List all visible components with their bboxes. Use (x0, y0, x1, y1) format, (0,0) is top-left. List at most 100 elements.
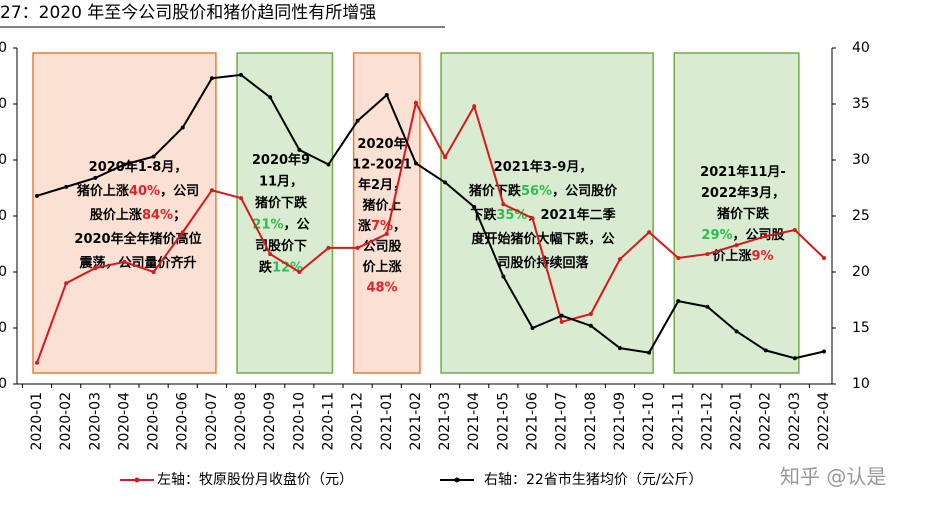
series-point (676, 256, 681, 260)
series-point (268, 95, 273, 100)
annotation-text: ，公司股价 (552, 184, 618, 199)
y-tick-label: 60 (0, 208, 7, 224)
x-tick-label: 2021-05 (495, 392, 511, 451)
series-point (180, 230, 185, 235)
series-point (443, 180, 448, 185)
series-point (384, 231, 389, 236)
legend-marker (454, 477, 460, 483)
series-point (209, 76, 214, 81)
x-tick-label: 2022-02 (758, 392, 774, 451)
series-point (647, 230, 652, 235)
x-tick-label: 2020-02 (58, 392, 74, 451)
annotation-text: 股价上涨 (90, 208, 142, 223)
x-tick-label: 2020-07 (204, 392, 220, 451)
annotation-line: 猪价下跌56%，公司股价 (468, 183, 618, 199)
x-tick-label: 2021-03 (437, 392, 453, 451)
legend-marker (134, 477, 140, 483)
x-tick-label: 2021-01 (379, 392, 395, 451)
series-point (559, 319, 564, 324)
series-point (588, 323, 593, 328)
x-tick-label: 2020-09 (262, 392, 278, 451)
annotation-text: 价上涨 (712, 249, 751, 264)
series-point (93, 175, 98, 180)
annotation-text: 2021年3-9月， (494, 159, 593, 175)
annotation-line: 猪价下跌 (254, 195, 308, 211)
annotation-text: 2020年9 (252, 152, 310, 168)
y-tick-label: 70 (0, 152, 7, 168)
x-tick-label: 2020-04 (116, 392, 132, 451)
x-tick-label: 2020-12 (350, 392, 366, 451)
annotation-line: 猪价上 (361, 197, 401, 213)
series-point (734, 329, 739, 334)
x-tick-label: 2021-12 (699, 392, 715, 451)
annotation-line: 年2月， (358, 177, 406, 193)
series-point (530, 326, 535, 330)
y2-tick-label: 35 (852, 96, 870, 112)
series-point (413, 100, 418, 105)
series-point (297, 270, 302, 274)
series-point (588, 312, 593, 316)
series-point (326, 245, 331, 250)
y2-tick-label: 20 (852, 264, 870, 280)
period-box (32, 52, 217, 374)
y-tick-label: 90 (0, 40, 7, 56)
annotation-text: ，公司股 (733, 228, 785, 243)
period-box (236, 52, 334, 374)
annotation-text: 11月， (259, 174, 303, 189)
series-point (35, 193, 39, 198)
annotation-text: ， (393, 219, 406, 234)
series-line (36, 73, 825, 360)
legend-label: 右轴：22省市生猪均价（元/公斤） (484, 471, 703, 488)
series-point (355, 118, 360, 123)
annotation-text: 84% (142, 208, 173, 223)
x-tick-label: 2021-07 (554, 392, 570, 451)
annotation-text: 猪价下跌 (254, 195, 308, 211)
series-point (763, 348, 768, 353)
annotation-text: 涨 (357, 219, 371, 234)
annotation-text: ，公 (284, 217, 310, 232)
annotation-text: 2020年 (357, 136, 406, 152)
annotation-text: ； (173, 208, 186, 223)
annotation-text: 40% (129, 184, 160, 199)
series-point (122, 162, 127, 167)
series-point (763, 234, 768, 239)
y-tick-label: 30 (0, 376, 7, 392)
annotation-line: 跌12% (259, 259, 303, 275)
series-point (734, 243, 739, 248)
annotation-line: 2021年3-9月， (494, 159, 593, 175)
series-point (180, 125, 185, 130)
x-tick-label: 2021-04 (466, 392, 482, 451)
series-point (617, 346, 622, 351)
series-point (122, 259, 127, 264)
x-tick-label: 2021-09 (612, 392, 628, 451)
series-point (64, 281, 69, 286)
annotation-line: 2020年全年猪价高位 (74, 231, 201, 247)
series-point (705, 304, 710, 309)
series-point (384, 93, 389, 98)
annotation-text: 猪价上 (361, 197, 401, 213)
x-tick-label: 2020-10 (291, 392, 307, 451)
annotation-text: 12-2021 (352, 157, 412, 172)
y2-tick-label: 25 (852, 208, 870, 224)
annotation-text: 司股价持续回落 (497, 255, 589, 271)
y2-tick-label: 40 (852, 40, 870, 56)
series-point (705, 252, 710, 257)
x-tick-label: 2021-08 (583, 392, 599, 451)
period-box (352, 52, 421, 374)
annotation-text: 2020年全年猪价高位 (74, 231, 201, 247)
series-point (209, 188, 214, 193)
y-tick-label: 80 (0, 96, 7, 112)
x-tick-label: 2020-03 (87, 392, 103, 451)
x-tick-label: 2020-08 (233, 392, 249, 451)
annotation-line: 度开始猪价大幅下跌，公 (471, 231, 614, 247)
series-point (792, 228, 797, 232)
series-point (617, 257, 622, 262)
series-point (559, 313, 564, 318)
series-point (822, 349, 826, 354)
annotation-line: 股价上涨84%； (90, 208, 186, 223)
annotation-line: 价上涨 (362, 260, 401, 275)
annotation-text: 猪价下跌 (468, 183, 522, 199)
x-tick-label: 2021-06 (525, 392, 541, 451)
series-point (35, 360, 39, 365)
